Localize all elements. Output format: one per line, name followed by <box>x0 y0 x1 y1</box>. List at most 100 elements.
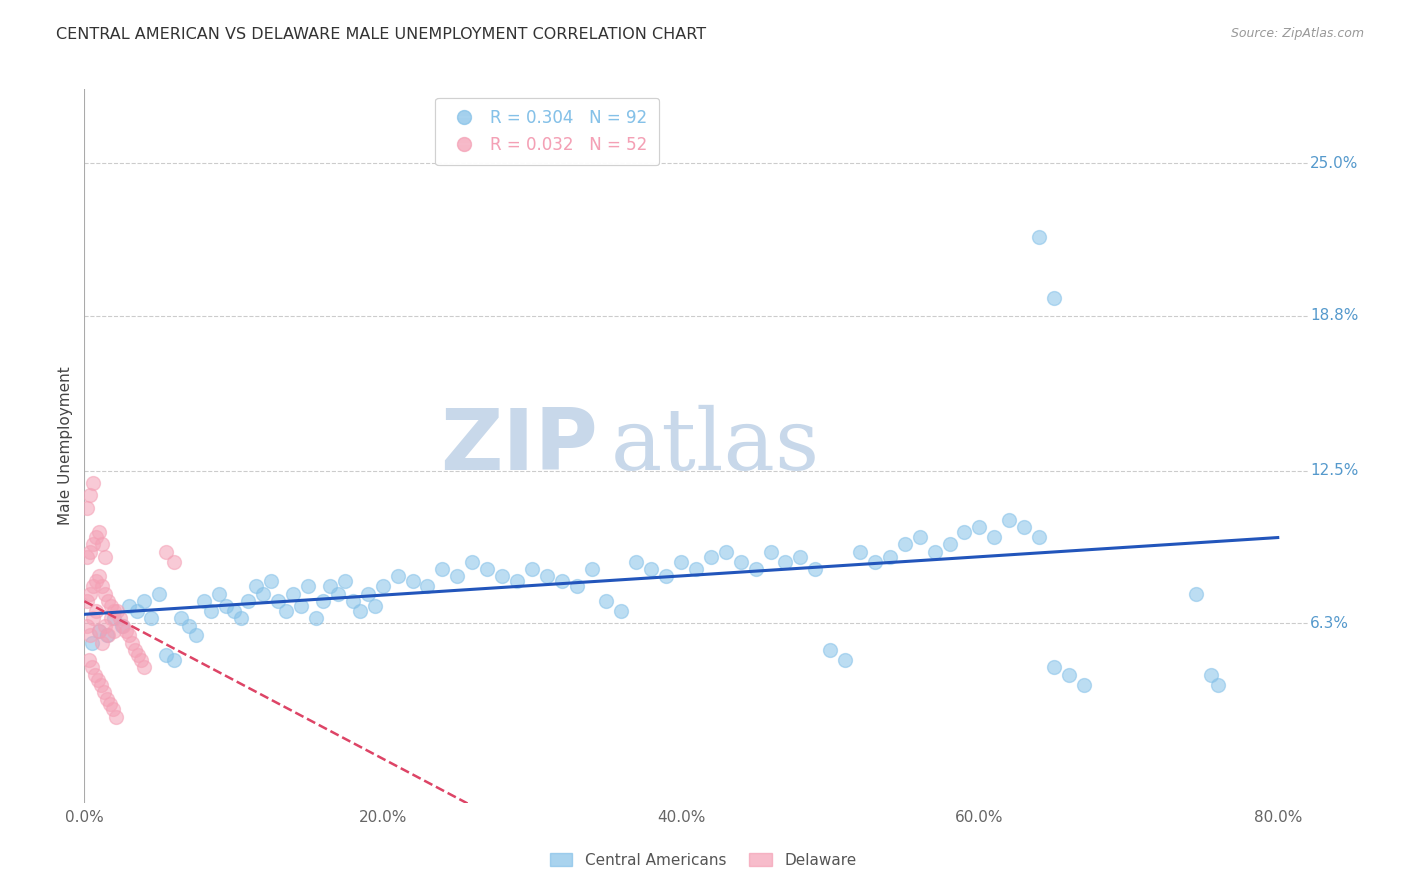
Point <box>76 594 98 608</box>
Point <box>730 555 752 569</box>
Point <box>100 611 122 625</box>
Point <box>1199 668 1222 682</box>
Point <box>416 579 439 593</box>
Point <box>894 537 917 551</box>
Point <box>775 555 797 569</box>
Point <box>1206 678 1229 692</box>
Point <box>1073 678 1095 692</box>
Point <box>229 611 252 625</box>
Point <box>565 579 588 593</box>
Point <box>84 574 107 589</box>
Point <box>283 587 305 601</box>
Text: 25.0%: 25.0% <box>1310 155 1358 170</box>
Point <box>908 530 931 544</box>
Point <box>983 530 1005 544</box>
Point <box>879 549 901 564</box>
Point <box>938 537 960 551</box>
Point <box>155 648 177 662</box>
Point <box>834 653 856 667</box>
Point <box>267 594 290 608</box>
Point <box>148 587 170 601</box>
Point <box>79 587 101 601</box>
Point <box>163 653 186 667</box>
Point <box>80 636 103 650</box>
Point <box>342 594 364 608</box>
Point <box>610 604 633 618</box>
Point <box>79 488 101 502</box>
Point <box>818 643 841 657</box>
Point <box>94 618 117 632</box>
Point <box>491 569 513 583</box>
Point <box>91 579 114 593</box>
Point <box>804 562 827 576</box>
Point <box>290 599 312 613</box>
Point <box>125 604 148 618</box>
Point <box>118 628 141 642</box>
Point <box>744 562 766 576</box>
Point <box>82 475 104 490</box>
Point <box>77 653 100 667</box>
Text: CENTRAL AMERICAN VS DELAWARE MALE UNEMPLOYMENT CORRELATION CHART: CENTRAL AMERICAN VS DELAWARE MALE UNEMPL… <box>56 27 706 42</box>
Point <box>655 569 678 583</box>
Point <box>89 624 111 638</box>
Point <box>186 628 208 642</box>
Point <box>76 549 98 564</box>
Point <box>108 611 131 625</box>
Point <box>103 611 125 625</box>
Point <box>714 545 737 559</box>
Point <box>101 702 124 716</box>
Point <box>1028 230 1050 244</box>
Point <box>1012 520 1035 534</box>
Text: 18.8%: 18.8% <box>1310 308 1358 323</box>
Point <box>103 604 125 618</box>
Point <box>252 587 274 601</box>
Point <box>97 628 120 642</box>
Point <box>551 574 574 589</box>
Point <box>260 574 283 589</box>
Point <box>326 587 349 601</box>
Point <box>461 555 484 569</box>
Point <box>177 618 200 632</box>
Point <box>104 709 127 723</box>
Point <box>640 562 662 576</box>
Point <box>297 579 319 593</box>
Point <box>849 545 872 559</box>
Point <box>132 660 155 674</box>
Point <box>446 569 468 583</box>
Point <box>83 668 105 682</box>
Point <box>115 624 138 638</box>
Point <box>89 624 111 638</box>
Point <box>304 611 326 625</box>
Point <box>669 555 692 569</box>
Point <box>475 562 498 576</box>
Legend: Central Americans, Delaware: Central Americans, Delaware <box>541 845 865 875</box>
Point <box>349 604 371 618</box>
Point <box>595 594 617 608</box>
Point <box>87 673 110 687</box>
Text: atlas: atlas <box>610 404 820 488</box>
Y-axis label: Male Unemployment: Male Unemployment <box>58 367 73 525</box>
Point <box>520 562 543 576</box>
Point <box>319 579 342 593</box>
Point <box>274 604 297 618</box>
Point <box>112 618 135 632</box>
Point <box>215 599 238 613</box>
Text: 12.5%: 12.5% <box>1310 463 1358 478</box>
Point <box>1043 291 1066 305</box>
Point <box>76 618 98 632</box>
Point <box>163 555 186 569</box>
Point <box>200 604 222 618</box>
Point <box>91 636 114 650</box>
Point <box>506 574 529 589</box>
Point <box>789 549 811 564</box>
Point <box>94 587 117 601</box>
Point <box>96 628 118 642</box>
Point <box>998 513 1021 527</box>
Point <box>76 500 98 515</box>
Point <box>863 555 886 569</box>
Point <box>626 555 648 569</box>
Point <box>1028 530 1050 544</box>
Point <box>335 574 357 589</box>
Point <box>97 594 120 608</box>
Point <box>312 594 335 608</box>
